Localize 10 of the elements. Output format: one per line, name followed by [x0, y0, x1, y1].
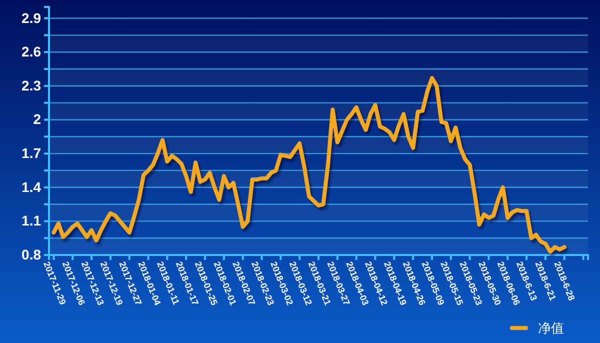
- y-tick-label: 1.4: [22, 178, 42, 195]
- y-tick-label: 2: [33, 111, 42, 128]
- legend-label: 净值: [538, 320, 564, 336]
- y-tick-label: 1.7: [22, 145, 42, 162]
- y-tick-label: 0.8: [22, 246, 42, 262]
- y-tick-label: 1.1: [22, 212, 42, 229]
- line-series: [52, 76, 566, 254]
- y-tick-label: 2.3: [22, 77, 42, 94]
- y-tick-label: 2.6: [22, 44, 42, 60]
- y-tick-label: 2.9: [22, 10, 42, 26]
